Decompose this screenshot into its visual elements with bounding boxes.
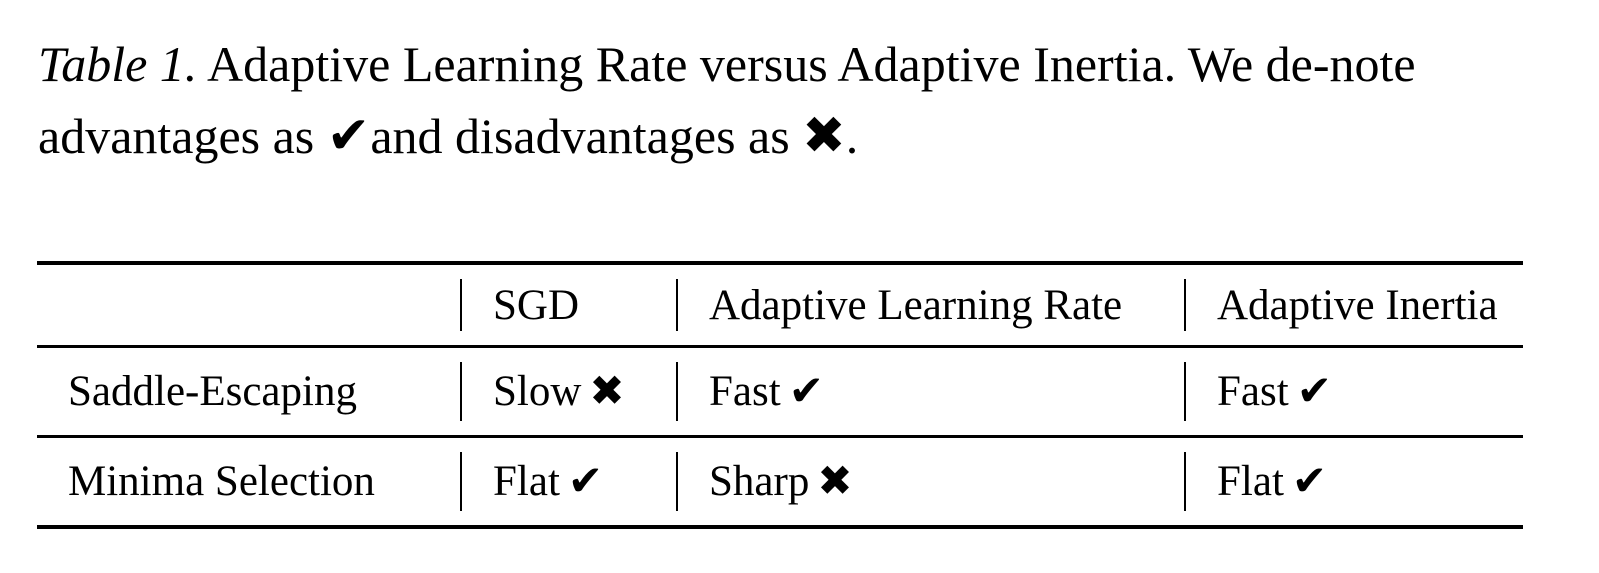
cross-icon: ✖ — [802, 106, 846, 166]
cell-text: Fast — [1217, 368, 1289, 415]
table-cell: Slow ✖ — [462, 345, 678, 437]
cross-icon: ✖ — [589, 366, 625, 415]
check-icon: ✔ — [1291, 456, 1328, 505]
check-icon: ✔ — [1296, 366, 1332, 415]
cell-text: Flat — [1217, 458, 1284, 505]
table-caption: Table 1. Adaptive Learning Rate versus A… — [38, 28, 1562, 172]
table-row: Minima Selection Flat ✔ Sharp ✖ Flat ✔ — [37, 435, 1523, 527]
cell-text: Fast — [709, 368, 781, 415]
caption-text-after: . — [845, 108, 859, 164]
header-adaptive-inertia: Adaptive Inertia — [1217, 281, 1498, 329]
cell-text: Slow — [493, 368, 582, 415]
caption-label: Table 1. — [38, 36, 198, 92]
check-icon: ✔ — [567, 456, 604, 505]
row-label-saddle-escaping: Saddle-Escaping — [37, 345, 462, 437]
row-label-minima-selection: Minima Selection — [37, 435, 462, 527]
table-cell: Fast ✔ — [1186, 345, 1523, 437]
table-header-row: SGD Adaptive Learning Rate Adaptive Iner… — [37, 263, 1523, 347]
table-cell: Fast ✔ — [678, 345, 1186, 437]
comparison-table: SGD Adaptive Learning Rate Adaptive Iner… — [37, 261, 1523, 529]
header-adaptive-learning-rate: Adaptive Learning Rate — [678, 263, 1186, 347]
caption-text-before: Adaptive Learning Rate versus Adaptive I… — [38, 36, 1416, 164]
header-sgd: SGD — [462, 263, 678, 347]
caption-text-middle: and disadvantages as — [370, 108, 803, 164]
table-cell: Flat ✔ — [462, 435, 678, 527]
table-cell: Flat ✔ — [1186, 435, 1523, 527]
check-icon: ✔ — [788, 366, 824, 415]
cell-text: Flat — [493, 458, 560, 505]
header-corner-cell — [37, 263, 462, 347]
table-cell: Sharp ✖ — [678, 435, 1186, 527]
comparison-table-wrapper: SGD Adaptive Learning Rate Adaptive Iner… — [37, 261, 1523, 529]
check-icon: ✔ — [326, 106, 371, 166]
cross-icon: ✖ — [817, 456, 853, 505]
table-row: Saddle-Escaping Slow ✖ Fast ✔ Fast ✔ — [37, 345, 1523, 437]
cell-text: Sharp — [709, 458, 810, 505]
